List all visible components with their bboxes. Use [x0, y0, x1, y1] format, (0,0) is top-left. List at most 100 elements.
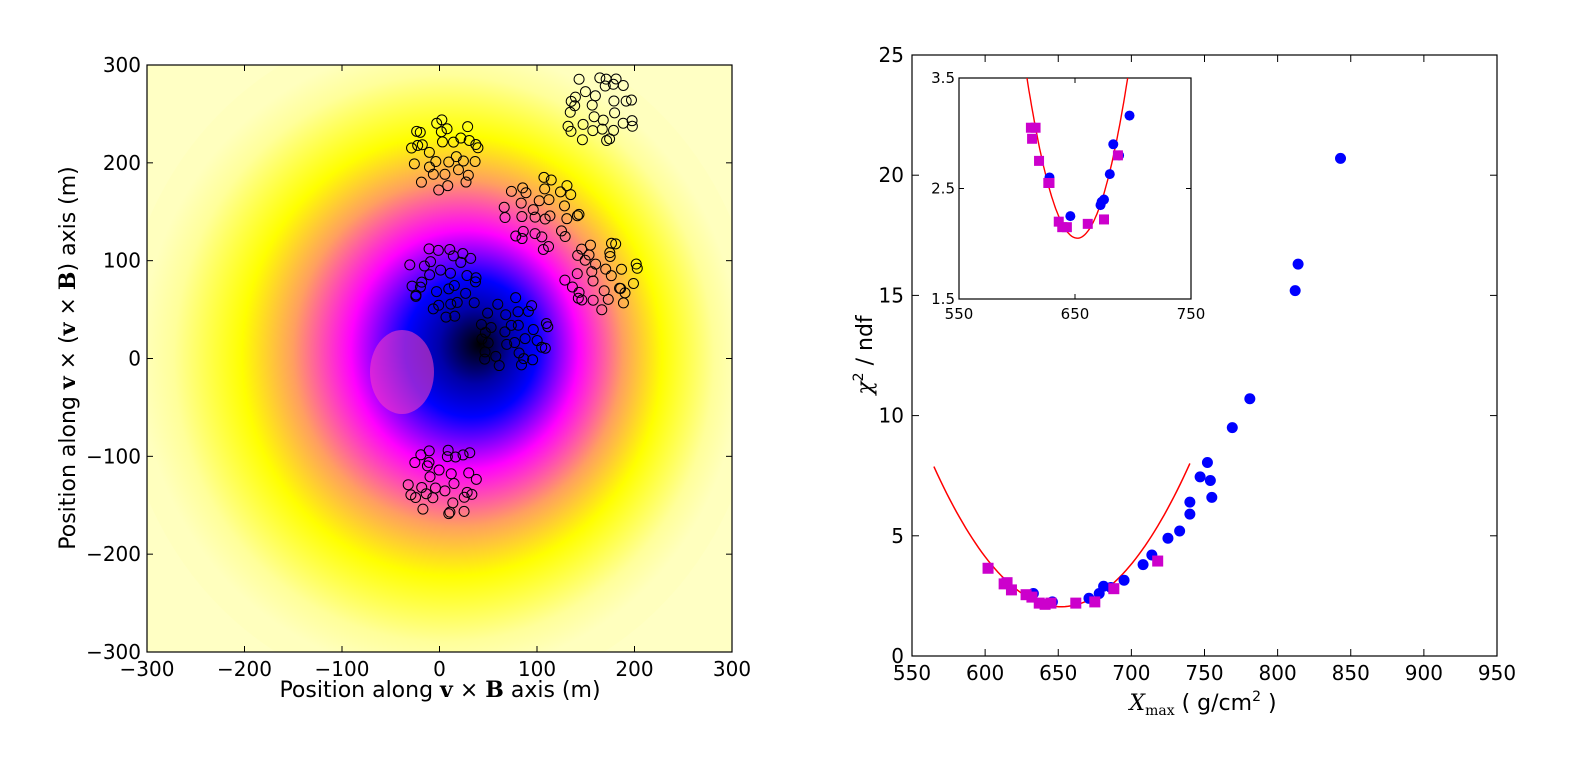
antenna-marker — [440, 311, 452, 323]
footprint-x-tick-label: 0 — [433, 657, 446, 681]
chi2-point-square — [1026, 591, 1038, 603]
inset-point-circle — [1124, 110, 1135, 121]
antenna-marker — [554, 186, 566, 198]
antenna-marker — [425, 256, 437, 268]
antenna-marker — [442, 180, 454, 192]
antenna-marker — [441, 123, 453, 135]
antenna-marker — [573, 208, 585, 220]
antenna-marker — [587, 294, 599, 306]
footprint-heatmap — [147, 65, 732, 652]
chi2-points — [982, 152, 1347, 610]
antenna-marker — [587, 275, 599, 287]
footprint-y-tick-label: 100 — [103, 249, 141, 273]
antenna-marker — [457, 248, 469, 260]
antenna-marker — [445, 298, 457, 310]
inset-point-circle — [1099, 194, 1109, 205]
antenna-marker — [571, 268, 583, 280]
antenna-marker — [538, 171, 550, 183]
antenna-marker — [610, 238, 622, 250]
chi2-y-tick-label: 10 — [879, 404, 904, 428]
antenna-marker — [596, 304, 608, 316]
antenna-marker — [482, 307, 494, 319]
antenna-marker — [463, 467, 475, 479]
antenna-marker — [558, 200, 570, 212]
chi2-point-circle — [1174, 525, 1186, 537]
antenna-marker — [433, 299, 445, 311]
inset-x-tick-label: 550 — [945, 305, 974, 323]
footprint-ticks: −300 −200 −100 0 100 200 300 −300 −200 −100 0 100 20… — [86, 53, 751, 681]
antenna-marker — [475, 318, 487, 330]
antenna-marker — [424, 269, 436, 281]
antenna-marker — [589, 90, 601, 102]
antenna-marker — [608, 95, 620, 107]
antenna-marker — [457, 155, 469, 167]
antenna-marker — [515, 197, 527, 209]
chi2-point-square — [1045, 597, 1057, 609]
chi2-y-axis-label: χ2 / ndf — [851, 314, 878, 397]
chi2-point-square — [1152, 555, 1164, 567]
antenna-marker — [406, 142, 418, 154]
chi2-x-tick-label: 700 — [1112, 661, 1150, 685]
chi2-fit-curve — [933, 463, 1191, 608]
antenna-marker — [537, 243, 549, 255]
footprint-x-tick-label: 200 — [615, 657, 653, 681]
antenna-marker — [539, 183, 551, 195]
antenna-marker — [605, 270, 617, 282]
antenna-marker — [527, 204, 539, 216]
antenna-marker — [417, 503, 429, 515]
antenna-marker — [432, 244, 444, 256]
chi2-point-square — [1005, 584, 1017, 596]
antenna-marker — [617, 79, 629, 91]
antenna-marker — [423, 146, 435, 158]
antenna-marker — [604, 133, 616, 145]
antenna-marker — [435, 264, 447, 276]
chi2-x-tick-label: 750 — [1185, 661, 1223, 685]
footprint-notch — [370, 330, 434, 414]
antenna-marker — [455, 132, 467, 144]
antenna-marker — [458, 505, 470, 517]
antenna-marker — [526, 300, 538, 312]
chi2-y-tick-label: 25 — [879, 43, 904, 67]
chi2-point-square — [1033, 597, 1045, 609]
chi2-point-circle — [1184, 508, 1196, 520]
antenna-marker — [455, 256, 467, 268]
inset-y-tick-label: 3.5 — [931, 69, 955, 87]
antenna-marker — [448, 478, 460, 490]
antenna-marker — [405, 489, 417, 501]
antenna-marker — [469, 276, 481, 288]
antenna-marker — [561, 213, 573, 225]
antenna-marker — [416, 139, 428, 151]
antenna-marker — [543, 194, 555, 206]
antenna-marker — [564, 106, 576, 118]
antenna-marker — [498, 201, 510, 213]
inset-point-circle — [1108, 139, 1119, 150]
antenna-marker — [402, 479, 414, 491]
chi2-point-circle — [1206, 491, 1218, 503]
antenna-marker — [492, 298, 504, 310]
chi2-point-circle — [1118, 574, 1130, 586]
antenna-marker — [573, 73, 585, 85]
antenna-marker — [479, 346, 491, 358]
antenna-marker — [443, 508, 455, 520]
antenna-marker — [572, 292, 584, 304]
antenna-marker — [441, 451, 453, 463]
antenna-marker — [436, 114, 448, 126]
antenna-marker — [462, 169, 474, 181]
chi2-point-circle — [1204, 475, 1216, 487]
inset-y-tick-label: 2.5 — [931, 180, 955, 198]
antenna-marker — [519, 333, 531, 345]
chi2-panel: 550 600 650 700 750 800 850 900 950 0 5 10 15 20 25 Xm… — [851, 43, 1516, 719]
antenna-marker — [527, 324, 539, 336]
antenna-marker — [565, 95, 577, 107]
antenna-marker — [418, 260, 430, 272]
inset-ticks: 550 650 750 1.5 2.5 3.5 — [931, 69, 1205, 323]
antenna-layer — [402, 72, 643, 520]
antenna-marker — [536, 341, 548, 353]
inset-point-circle — [1104, 169, 1115, 180]
antenna-marker — [571, 210, 583, 222]
chi2-inset: 550 650 750 1.5 2.5 3.5 — [931, 69, 1205, 323]
antenna-marker — [573, 286, 585, 298]
antenna-marker — [460, 176, 472, 188]
antenna-marker — [594, 72, 606, 84]
antenna-marker — [600, 263, 612, 275]
